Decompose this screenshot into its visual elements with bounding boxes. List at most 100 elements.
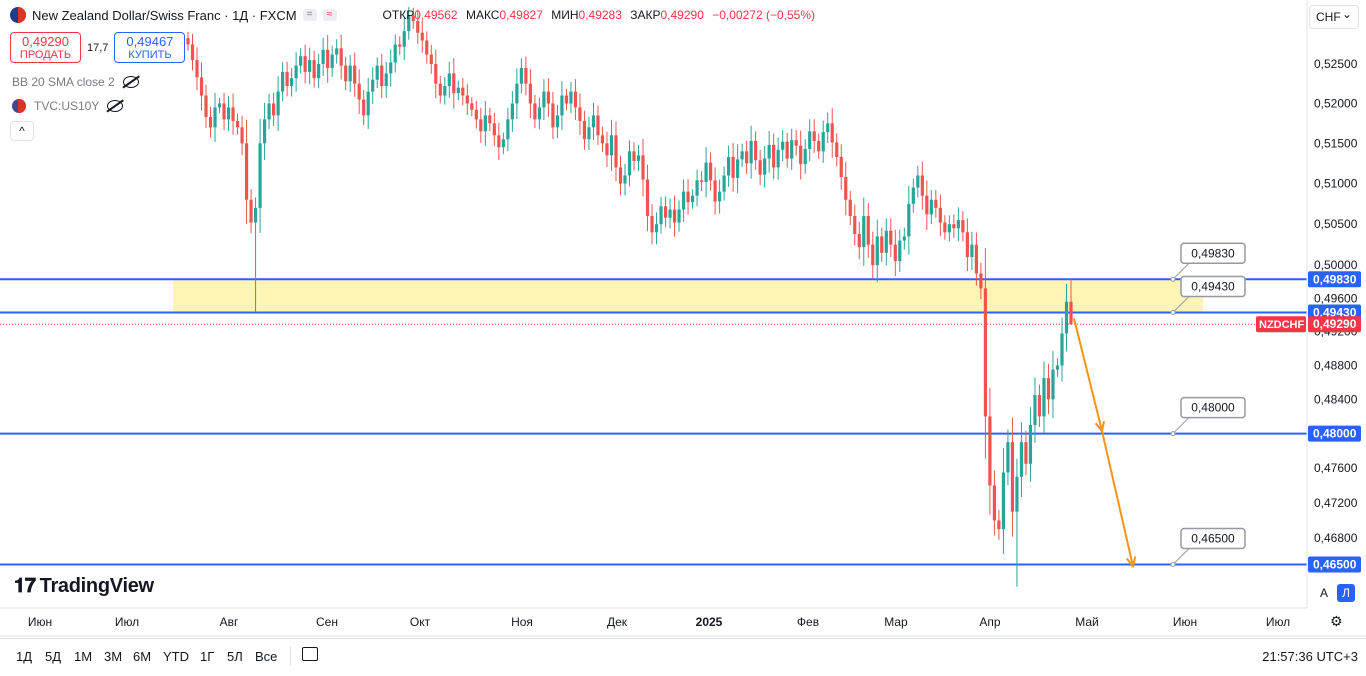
- timeframe-1m[interactable]: 1М: [74, 649, 93, 664]
- candle-body: [713, 180, 717, 202]
- symbol-badge-label: NZDCHF: [1259, 319, 1304, 331]
- candle-body: [853, 216, 857, 234]
- price-callout-box[interactable]: [1180, 527, 1246, 550]
- projection-arrowhead-first: [1094, 421, 1106, 434]
- price-tick-label: 0,50000: [1314, 258, 1358, 272]
- callout-anchor: [1170, 310, 1176, 316]
- sell-button[interactable]: 0,49290 ПРОДАТЬ: [10, 32, 81, 63]
- price-tick-label: 0,50500: [1314, 217, 1358, 231]
- price-tick-label: 0,47600: [1314, 461, 1358, 475]
- candle-body: [348, 65, 352, 82]
- price-callout-box[interactable]: [1180, 242, 1246, 265]
- price-tick-label: 0,47200: [1314, 496, 1358, 510]
- candle-body: [600, 135, 605, 144]
- candle-body: [456, 87, 460, 94]
- candle-body: [781, 141, 785, 150]
- collapse-legend-button[interactable]: ^: [10, 121, 34, 141]
- candle-body: [650, 216, 654, 233]
- auto-scale-button[interactable]: A: [1319, 586, 1328, 600]
- candle-body: [1006, 442, 1010, 473]
- candle-body: [1001, 472, 1006, 530]
- indicator-bb-label: BB 20 SMA close 2: [12, 75, 115, 89]
- indicator-bb[interactable]: BB 20 SMA close 2: [12, 75, 139, 89]
- candle-body: [231, 107, 235, 121]
- candle-body: [965, 232, 969, 257]
- price-tick-label: 0,52000: [1314, 96, 1358, 110]
- buy-button[interactable]: 0,49467 КУПИТЬ: [114, 32, 186, 63]
- symbol-legend: New Zealand Dollar/Swiss Franc · 1Д · FX…: [10, 7, 820, 23]
- candle-body: [718, 191, 722, 202]
- candle-body: [690, 195, 695, 203]
- candle-body: [754, 140, 758, 161]
- candle-body: [808, 131, 812, 149]
- timeframe-ytd[interactable]: YTD: [163, 649, 189, 664]
- price-chart[interactable]: 0,49830 0,49430 0,48000 0,46500 0,52500 0,52…: [0, 0, 1366, 638]
- candle-body: [956, 220, 960, 229]
- candle-body: [488, 115, 492, 124]
- buy-label: КУПИТЬ: [128, 49, 172, 61]
- timeframe-3m[interactable]: 3М: [104, 649, 123, 664]
- price-callout-box[interactable]: [1180, 275, 1246, 298]
- candle-body: [262, 119, 267, 144]
- trade-panel: 0,49290 ПРОДАТЬ 17,7 0,49467 КУПИТЬ: [10, 32, 186, 63]
- candle-body: [632, 151, 636, 161]
- candle-body: [618, 167, 623, 184]
- candle-body: [312, 60, 316, 79]
- candle-body: [943, 222, 947, 233]
- candle-body: [623, 175, 627, 184]
- candle-body: [821, 132, 825, 152]
- candle-body: [542, 91, 546, 108]
- candle-body: [938, 207, 942, 223]
- candle-body: [564, 95, 569, 104]
- callout-anchor: [1170, 562, 1176, 568]
- candle-body: [555, 115, 560, 128]
- gear-icon[interactable]: ⚙: [1330, 613, 1343, 629]
- candle-body: [537, 107, 541, 120]
- indicator-us10y[interactable]: TVC:US10Y: [12, 99, 124, 113]
- candle-body: [722, 175, 726, 192]
- calendar-icon[interactable]: [302, 647, 318, 661]
- candle-body: [812, 131, 816, 141]
- timeframe-1y[interactable]: 1Г: [200, 649, 215, 664]
- candle-body: [880, 236, 884, 253]
- candle-body: [375, 65, 379, 80]
- candle-body: [1064, 301, 1069, 334]
- price-tick-label: 0,52500: [1314, 57, 1358, 71]
- candle-body: [654, 224, 659, 233]
- candle-body: [708, 162, 713, 181]
- timeframe-all[interactable]: Все: [255, 649, 278, 664]
- equals-chip-icon[interactable]: =: [302, 9, 317, 21]
- bottom-toolbar: 1Д 5Д 1М 3М 6М YTD 1Г 5Л Все 21:57:36 UT…: [0, 638, 1366, 676]
- candle-body: [817, 140, 821, 152]
- ohlc-open-value: 0,49562: [414, 8, 458, 22]
- candle-body: [596, 115, 600, 136]
- candle-body: [447, 73, 451, 87]
- projection-arrowhead-second: [1125, 556, 1137, 569]
- price-callout-box[interactable]: [1180, 396, 1246, 419]
- timeframe-1d[interactable]: 1Д: [16, 649, 33, 664]
- candle-body: [605, 143, 609, 156]
- timeframe-5d[interactable]: 5Д: [45, 649, 62, 664]
- hidden-eye-icon[interactable]: [107, 100, 124, 112]
- candle-body: [699, 180, 704, 182]
- candle-body: [857, 233, 861, 248]
- candle-body: [740, 151, 744, 160]
- price-tick-label: 0,51000: [1314, 177, 1358, 191]
- sell-price: 0,49290: [22, 34, 69, 49]
- log-scale-button[interactable]: Л: [1337, 584, 1355, 602]
- timeframe-6m[interactable]: 6М: [133, 649, 152, 664]
- currency-selector[interactable]: CHF: [1309, 5, 1359, 29]
- hidden-eye-icon[interactable]: [122, 76, 139, 88]
- candle-body: [659, 206, 663, 225]
- candle-body: [285, 71, 289, 87]
- candle-body: [1024, 442, 1028, 464]
- clock[interactable]: 21:57:36 UTC+3: [1262, 649, 1358, 664]
- candle-body: [515, 83, 519, 104]
- candle-body: [763, 158, 767, 175]
- callout-pointer: [1172, 417, 1190, 434]
- wave-chip-icon[interactable]: ≈: [322, 9, 337, 21]
- timeframe-5y[interactable]: 5Л: [227, 649, 243, 664]
- candle-body: [898, 240, 902, 262]
- candle-body: [1046, 378, 1051, 400]
- symbol-title[interactable]: New Zealand Dollar/Swiss Franc · 1Д · FX…: [32, 7, 297, 23]
